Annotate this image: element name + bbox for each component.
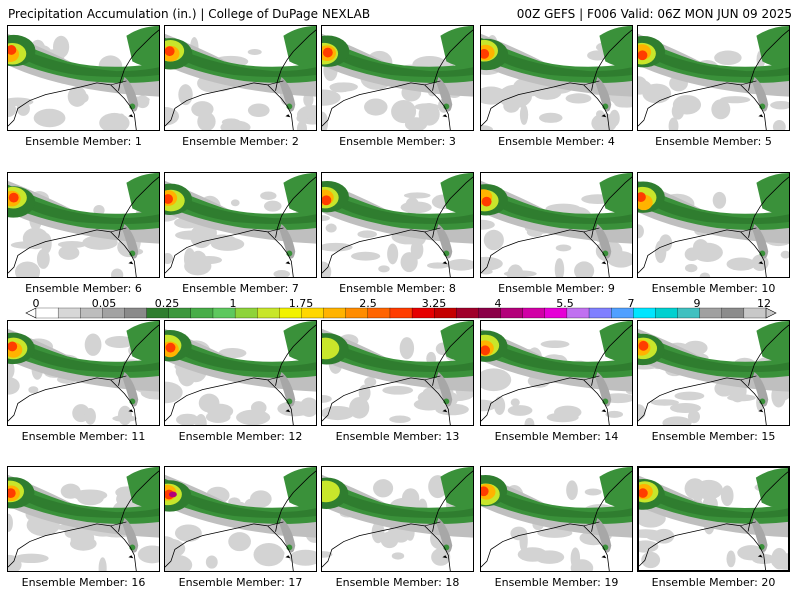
- precip-field: [481, 321, 632, 425]
- precip-field: [638, 26, 789, 130]
- ensemble-member-label: Ensemble Member: 12: [178, 430, 303, 443]
- precip-field: [165, 26, 316, 130]
- ensemble-member-map: [7, 172, 160, 278]
- ensemble-member-label: Ensemble Member: 1: [25, 135, 142, 148]
- colorbar-swatch: [588, 307, 612, 319]
- precipitation-colorbar: [25, 307, 777, 319]
- ensemble-member-label: Ensemble Member: 15: [651, 430, 776, 443]
- ensemble-member-map: [480, 320, 633, 426]
- precip-field: [638, 321, 789, 425]
- ensemble-member-map: [480, 466, 633, 572]
- precip-field: [8, 321, 159, 425]
- ensemble-member-map: [637, 466, 790, 572]
- colorbar-tick-label: 4: [494, 297, 502, 310]
- colorbar-swatch: [522, 307, 546, 319]
- ensemble-member-label: Ensemble Member: 17: [178, 576, 303, 589]
- ensemble-member-label: Ensemble Member: 2: [182, 135, 299, 148]
- colorbar-swatch: [57, 307, 81, 319]
- colorbar-swatch: [721, 307, 745, 319]
- colorbar-tick-label: 3.25: [421, 297, 447, 310]
- ensemble-member-map: [480, 25, 633, 131]
- ensemble-member-map: [321, 466, 474, 572]
- colorbar-swatch: [500, 307, 524, 319]
- precip-field: [481, 26, 632, 130]
- precip-field: [639, 468, 788, 570]
- precip-field: [481, 467, 632, 571]
- ensemble-member-label: Ensemble Member: 10: [651, 282, 776, 295]
- ensemble-member-map: [7, 320, 160, 426]
- ensemble-member-label: Ensemble Member: 3: [339, 135, 456, 148]
- ensemble-member-map: [164, 172, 317, 278]
- precip-field: [322, 26, 473, 130]
- ensemble-member-label: Ensemble Member: 7: [182, 282, 299, 295]
- precip-field: [481, 173, 632, 277]
- precip-field: [8, 173, 159, 277]
- colorbar-swatch: [190, 307, 214, 319]
- ensemble-member-label: Ensemble Member: 8: [339, 282, 456, 295]
- colorbar-swatch: [124, 307, 148, 319]
- ensemble-member-map: [7, 466, 160, 572]
- colorbar-swatch: [234, 307, 258, 319]
- colorbar-tick-label: 1: [229, 297, 237, 310]
- ensemble-member-map: [637, 25, 790, 131]
- colorbar-tick-label: 7: [627, 297, 635, 310]
- ensemble-member-map: [637, 320, 790, 426]
- precip-field: [165, 321, 316, 425]
- ensemble-member-map: [321, 25, 474, 131]
- colorbar-swatch: [456, 307, 479, 319]
- colorbar-swatch: [699, 307, 723, 319]
- ensemble-member-map: [164, 466, 317, 572]
- ensemble-member-label: Ensemble Member: 4: [498, 135, 615, 148]
- colorbar-tick-label: 9: [693, 297, 701, 310]
- precip-field: [165, 467, 316, 571]
- precip-field: [322, 321, 473, 425]
- precip-field: [638, 173, 789, 277]
- colorbar-tick-label: 1.75: [288, 297, 314, 310]
- ensemble-member-map: [7, 25, 160, 131]
- ensemble-member-map: [164, 320, 317, 426]
- ensemble-member-label: Ensemble Member: 16: [21, 576, 146, 589]
- colorbar-tick-label: 0: [32, 297, 40, 310]
- colorbar-tick-label: 0.25: [154, 297, 180, 310]
- ensemble-member-map: [480, 172, 633, 278]
- ensemble-member-label: Ensemble Member: 20: [651, 576, 776, 589]
- ensemble-member-label: Ensemble Member: 9: [498, 282, 615, 295]
- ensemble-member-label: Ensemble Member: 6: [25, 282, 142, 295]
- colorbar-tick-label: 12: [757, 297, 771, 310]
- colorbar-swatch: [257, 307, 280, 319]
- precip-field: [8, 26, 159, 130]
- map-title: Precipitation Accumulation (in.) | Colle…: [8, 7, 371, 21]
- colorbar-swatch: [655, 307, 678, 319]
- precip-field: [322, 467, 473, 571]
- ensemble-member-label: Ensemble Member: 18: [335, 576, 460, 589]
- colorbar-swatch: [323, 307, 347, 319]
- ensemble-member-map: [321, 172, 474, 278]
- colorbar-tick-label: 2.5: [359, 297, 377, 310]
- ensemble-member-label: Ensemble Member: 14: [494, 430, 619, 443]
- precip-field: [322, 173, 473, 277]
- ensemble-member-label: Ensemble Member: 5: [655, 135, 772, 148]
- precip-field: [8, 467, 159, 571]
- precip-field: [165, 173, 316, 277]
- colorbar-swatch: [633, 307, 656, 319]
- ensemble-member-map: [637, 172, 790, 278]
- ensemble-member-map: [164, 25, 317, 131]
- ensemble-member-label: Ensemble Member: 13: [335, 430, 460, 443]
- colorbar-swatch: [389, 307, 413, 319]
- ensemble-member-label: Ensemble Member: 11: [21, 430, 146, 443]
- ensemble-member-label: Ensemble Member: 19: [494, 576, 619, 589]
- colorbar-tick-label: 0.05: [91, 297, 117, 310]
- colorbar-tick-label: 5.5: [556, 297, 574, 310]
- run-valid-time: 00Z GEFS | F006 Valid: 06Z MON JUN 09 20…: [516, 7, 792, 21]
- ensemble-member-map: [321, 320, 474, 426]
